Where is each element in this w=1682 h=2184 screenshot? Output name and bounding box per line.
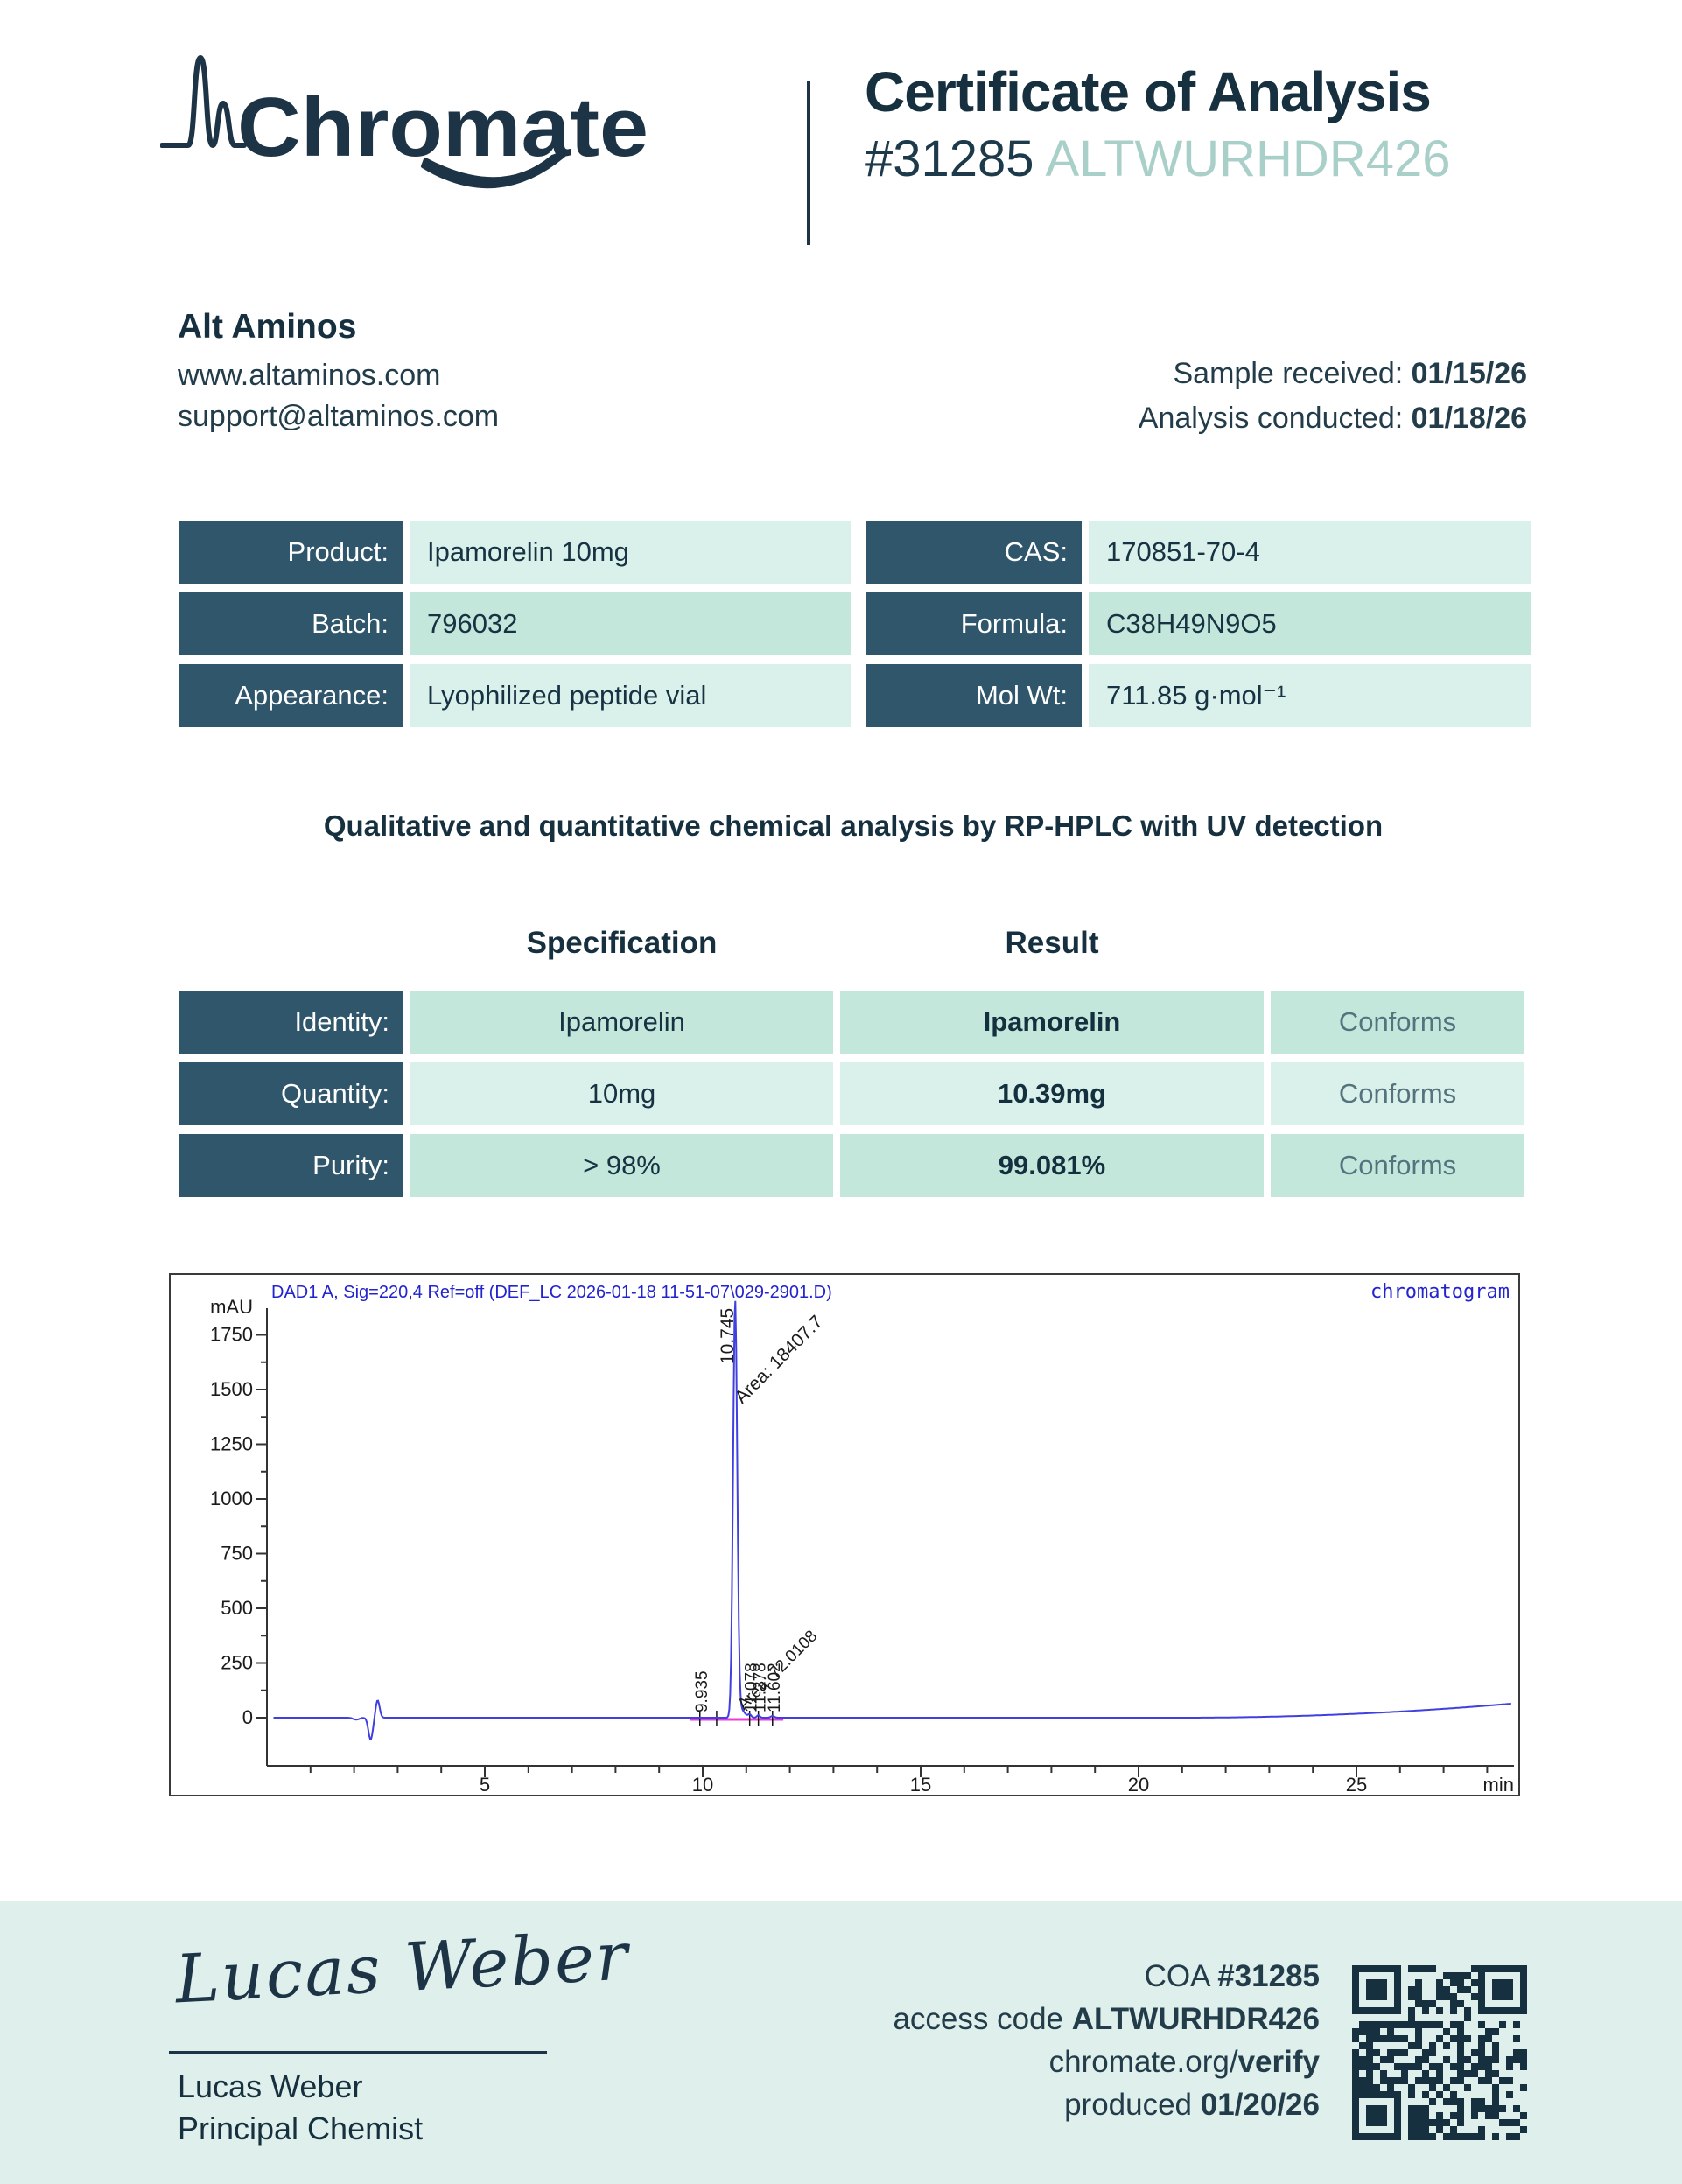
footer-band: Lucas Weber Lucas Weber Principal Chemis… <box>0 1900 1682 2184</box>
svg-text:500: 500 <box>221 1597 253 1619</box>
logo-wordmark: Chromate <box>237 80 648 174</box>
client-name: Alt Aminos <box>178 308 357 346</box>
appearance-label: Appearance: <box>179 664 403 727</box>
batch-value: 796032 <box>410 592 851 655</box>
svg-text:15: 15 <box>910 1774 931 1796</box>
identity-result: Ipamorelin <box>840 990 1264 1054</box>
produced-date: 01/20/26 <box>1200 2088 1320 2122</box>
result-header: Result <box>1005 926 1099 960</box>
product-table: Product: Ipamorelin 10mg CAS: 170851-70-… <box>179 521 1531 736</box>
svg-text:11.078: 11.078 <box>743 1662 761 1712</box>
svg-text:0: 0 <box>242 1706 253 1728</box>
table-row: Purity: > 98% 99.081% Conforms <box>179 1134 1531 1197</box>
svg-text:mAU: mAU <box>210 1296 253 1318</box>
access-code: ALTWURHDR426 <box>1045 130 1451 187</box>
identity-spec: Ipamorelin <box>410 990 833 1054</box>
table-row: Quantity: 10mg 10.39mg Conforms <box>179 1062 1531 1125</box>
footer-coa-number: #31285 <box>1217 1959 1320 1993</box>
coa-label: COA <box>1144 1959 1218 1993</box>
product-value: Ipamorelin 10mg <box>410 521 851 584</box>
quantity-result: 10.39mg <box>840 1062 1264 1125</box>
molwt-label: Mol Wt: <box>866 664 1082 727</box>
coa-number-line: COA #31285 <box>893 1955 1320 1998</box>
quantity-status: Conforms <box>1271 1062 1524 1125</box>
svg-text:1750: 1750 <box>210 1324 253 1346</box>
coa-number: #31285 <box>865 130 1034 187</box>
table-row: Product: Ipamorelin 10mg CAS: 170851-70-… <box>179 521 1531 584</box>
chromate-logo: Chromate <box>160 54 648 189</box>
chromatogram-svg: DAD1 A, Sig=220,4 Ref=off (DEF_LC 2026-0… <box>169 1273 1520 1796</box>
client-website: www.altaminos.com <box>178 359 441 392</box>
dates-block: Sample received: 01/15/26 Analysis condu… <box>1139 357 1527 446</box>
svg-text:DAD1 A, Sig=220,4 Ref=off (DEF: DAD1 A, Sig=220,4 Ref=off (DEF_LC 2026-0… <box>271 1283 832 1302</box>
svg-text:1000: 1000 <box>210 1488 253 1509</box>
cas-value: 170851-70-4 <box>1089 521 1531 584</box>
verification-qr-code <box>1352 1965 1527 2140</box>
verify-url-line: chromate.org/verify <box>893 2040 1320 2083</box>
svg-text:750: 750 <box>221 1543 253 1564</box>
formula-label: Formula: <box>866 592 1082 655</box>
analysis-conducted-label: Analysis conducted: <box>1138 402 1412 435</box>
svg-text:5: 5 <box>480 1774 490 1796</box>
formula-value: C38H49N9O5 <box>1089 592 1531 655</box>
svg-text:10.745: 10.745 <box>718 1308 738 1364</box>
molwt-value: 711.85 g·mol⁻¹ <box>1089 664 1531 727</box>
purity-spec: > 98% <box>410 1134 833 1197</box>
chromatogram-peak-icon <box>160 54 247 149</box>
sample-received-label: Sample received: <box>1173 357 1412 390</box>
svg-text:min: min <box>1483 1774 1514 1796</box>
page-title: Certificate of Analysis <box>865 60 1432 123</box>
identity-status: Conforms <box>1271 990 1524 1054</box>
batch-label: Batch: <box>179 592 403 655</box>
quantity-label: Quantity: <box>179 1062 403 1125</box>
analysis-conducted-date: 01/18/26 <box>1411 402 1527 435</box>
verify-url-prefix: chromate.org/ <box>1048 2045 1238 2079</box>
signatory-name: Lucas Weber <box>178 2068 363 2104</box>
svg-text:1500: 1500 <box>210 1378 253 1400</box>
table-row: Identity: Ipamorelin Ipamorelin Conforms <box>179 990 1531 1054</box>
identity-label: Identity: <box>179 990 403 1054</box>
table-row: Appearance: Lyophilized peptide vial Mol… <box>179 664 1531 727</box>
chromatogram-panel: DAD1 A, Sig=220,4 Ref=off (DEF_LC 2026-0… <box>169 1273 1520 1796</box>
svg-text:9.935: 9.935 <box>693 1670 711 1712</box>
svg-text:10: 10 <box>692 1774 713 1796</box>
analysis-conducted-line: Analysis conducted: 01/18/26 <box>1139 402 1527 436</box>
access-code-line: access code ALTWURHDR426 <box>893 1998 1320 2040</box>
purity-result: 99.081% <box>840 1134 1264 1197</box>
access-code-label: access code <box>893 2002 1072 2036</box>
svg-text:chromatogram: chromatogram <box>1370 1281 1510 1303</box>
client-block: Alt Aminos www.altaminos.com support@alt… <box>178 308 499 434</box>
verify-url-bold: verify <box>1237 2045 1320 2079</box>
client-email: support@altaminos.com <box>178 400 500 433</box>
sample-received-line: Sample received: 01/15/26 <box>1139 357 1528 391</box>
appearance-value: Lyophilized peptide vial <box>410 664 851 727</box>
coa-info-block: COA #31285 access code ALTWURHDR426 chro… <box>893 1955 1320 2126</box>
footer-access-code: ALTWURHDR426 <box>1071 2002 1320 2036</box>
signature: Lucas Weber <box>173 1916 632 2019</box>
svg-text:25: 25 <box>1346 1774 1367 1796</box>
quantity-spec: 10mg <box>410 1062 833 1125</box>
svg-text:1250: 1250 <box>210 1433 253 1455</box>
purity-label: Purity: <box>179 1134 403 1197</box>
svg-text:250: 250 <box>221 1652 253 1674</box>
sample-received-date: 01/15/26 <box>1411 357 1527 390</box>
cas-label: CAS: <box>866 521 1082 584</box>
svg-text:11.602: 11.602 <box>766 1662 784 1712</box>
svg-text:20: 20 <box>1128 1774 1149 1796</box>
smile-swoosh-icon <box>421 149 571 189</box>
produced-line: produced 01/20/26 <box>893 2083 1320 2126</box>
table-row: Batch: 796032 Formula: C38H49N9O5 <box>179 592 1531 655</box>
produced-label: produced <box>1064 2088 1201 2122</box>
header-divider <box>807 80 810 245</box>
specification-header: Specification <box>526 926 718 960</box>
signature-line <box>169 2051 547 2054</box>
purity-status: Conforms <box>1271 1134 1524 1197</box>
svg-text:11.278: 11.278 <box>752 1662 770 1712</box>
spec-table: Identity: Ipamorelin Ipamorelin Conforms… <box>179 990 1531 1206</box>
coa-subtitle: #31285 ALTWURHDR426 <box>865 130 1450 188</box>
signatory-title: Principal Chemist <box>178 2110 424 2146</box>
product-label: Product: <box>179 521 403 584</box>
method-statement: Qualitative and quantitative chemical an… <box>323 809 1384 842</box>
